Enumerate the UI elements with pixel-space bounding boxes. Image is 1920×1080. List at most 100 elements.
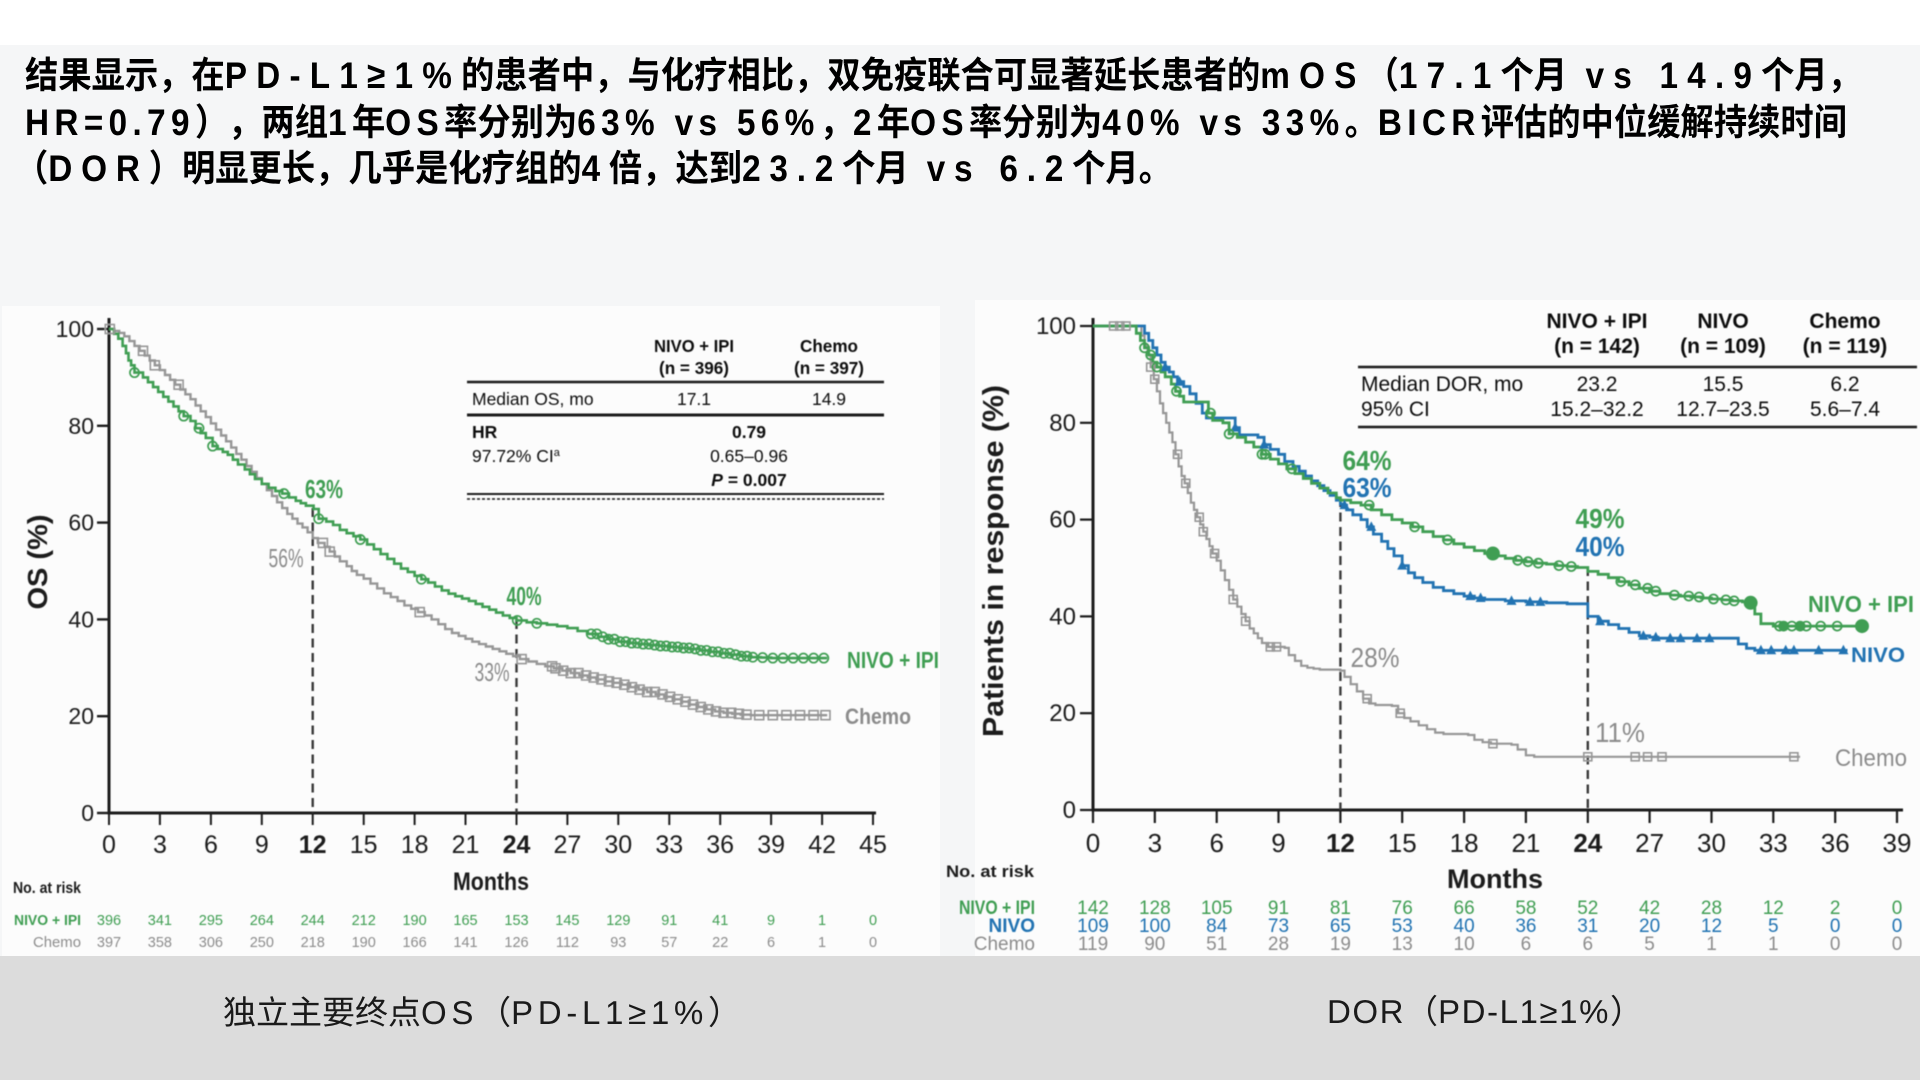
svg-text:12: 12: [1326, 828, 1355, 858]
svg-text:27: 27: [1635, 828, 1664, 858]
svg-text:58: 58: [1515, 898, 1536, 919]
svg-text:341: 341: [148, 913, 172, 929]
svg-text:91: 91: [661, 913, 677, 929]
svg-text:36: 36: [1821, 828, 1850, 858]
svg-text:20: 20: [68, 703, 94, 729]
svg-text:142: 142: [1077, 898, 1109, 919]
svg-text:42: 42: [1639, 898, 1660, 919]
svg-text:28: 28: [1701, 898, 1722, 919]
svg-text:15: 15: [350, 831, 378, 859]
svg-text:33%: 33%: [475, 657, 510, 687]
svg-text:40: 40: [1049, 603, 1076, 630]
svg-text:63%: 63%: [305, 474, 343, 504]
svg-text:Chemo: Chemo: [845, 704, 911, 729]
svg-text:NIVO: NIVO: [1697, 310, 1748, 333]
svg-text:93: 93: [610, 935, 626, 951]
svg-text:9: 9: [255, 831, 269, 859]
svg-text:Median OS, mo: Median OS, mo: [472, 389, 594, 409]
svg-text:10: 10: [1454, 934, 1475, 955]
svg-text:190: 190: [402, 913, 426, 929]
svg-text:12: 12: [1763, 898, 1784, 919]
svg-text:(n = 396): (n = 396): [659, 358, 729, 378]
svg-text:218: 218: [301, 935, 325, 951]
svg-text:No. at risk: No. at risk: [946, 862, 1035, 881]
svg-text:396: 396: [97, 913, 121, 929]
svg-text:64%: 64%: [1343, 445, 1392, 476]
svg-text:17.1: 17.1: [677, 389, 711, 409]
svg-text:81: 81: [1330, 898, 1351, 919]
svg-text:Months: Months: [1447, 864, 1543, 894]
svg-text:Chemo: Chemo: [974, 934, 1035, 955]
svg-text:(n = 109): (n = 109): [1680, 335, 1766, 358]
svg-text:0.65–0.96: 0.65–0.96: [710, 446, 788, 466]
svg-text:397: 397: [97, 935, 121, 951]
svg-text:57: 57: [661, 935, 677, 951]
svg-text:1: 1: [1706, 934, 1717, 955]
svg-text:295: 295: [199, 913, 223, 929]
svg-text:49%: 49%: [1576, 503, 1625, 534]
svg-text:NIVO + IPI: NIVO + IPI: [847, 647, 939, 673]
svg-text:Chemo: Chemo: [1835, 745, 1907, 772]
svg-text:2: 2: [1830, 898, 1841, 919]
svg-text:No. at risk: No. at risk: [13, 880, 81, 897]
svg-text:105: 105: [1201, 898, 1233, 919]
svg-text:0: 0: [1830, 916, 1841, 937]
svg-text:12: 12: [1701, 916, 1722, 937]
svg-text:166: 166: [402, 935, 426, 951]
svg-text:244: 244: [301, 913, 325, 929]
svg-text:119: 119: [1078, 934, 1108, 955]
svg-text:Chemo: Chemo: [33, 935, 81, 951]
svg-text:NIVO + IPI: NIVO + IPI: [654, 336, 734, 356]
svg-text:100: 100: [1036, 313, 1076, 340]
svg-text:0: 0: [1063, 797, 1076, 824]
svg-text:212: 212: [352, 913, 376, 929]
svg-text:40: 40: [1454, 916, 1475, 937]
svg-text:21: 21: [1511, 828, 1540, 858]
svg-text:65: 65: [1330, 916, 1351, 937]
svg-text:0: 0: [1892, 898, 1903, 919]
svg-text:NIVO + IPI: NIVO + IPI: [1547, 310, 1648, 333]
svg-text:P = 0.007: P = 0.007: [711, 470, 786, 490]
svg-text:52: 52: [1577, 898, 1598, 919]
svg-text:128: 128: [1139, 898, 1171, 919]
svg-text:0: 0: [869, 913, 877, 929]
svg-text:33: 33: [655, 831, 683, 859]
svg-text:12.7–23.5: 12.7–23.5: [1676, 398, 1769, 421]
svg-text:95% CI: 95% CI: [1361, 398, 1430, 421]
svg-text:20: 20: [1049, 700, 1076, 727]
svg-text:33: 33: [1759, 828, 1788, 858]
svg-text:0.79: 0.79: [732, 422, 766, 442]
svg-text:264: 264: [250, 913, 274, 929]
svg-text:NIVO + IPI: NIVO + IPI: [1808, 591, 1914, 617]
svg-text:76: 76: [1392, 898, 1413, 919]
svg-text:Median DOR, mo: Median DOR, mo: [1361, 373, 1523, 396]
svg-text:18: 18: [1450, 828, 1479, 858]
svg-text:60: 60: [68, 510, 94, 536]
svg-text:80: 80: [68, 413, 94, 439]
svg-text:42: 42: [808, 831, 836, 859]
svg-text:60: 60: [1049, 507, 1076, 534]
svg-text:(n = 142): (n = 142): [1554, 335, 1640, 358]
svg-text:22: 22: [712, 935, 728, 951]
svg-text:31: 31: [1577, 916, 1598, 937]
svg-text:0: 0: [81, 800, 94, 826]
svg-text:0: 0: [1830, 934, 1841, 955]
svg-text:190: 190: [352, 935, 376, 951]
svg-text:6: 6: [1521, 934, 1532, 955]
svg-text:0: 0: [1892, 916, 1903, 937]
svg-text:39: 39: [1883, 828, 1912, 858]
svg-text:23.2: 23.2: [1577, 373, 1618, 396]
svg-text:28%: 28%: [1351, 642, 1400, 673]
svg-text:NIVO + IPI: NIVO + IPI: [959, 898, 1035, 919]
svg-text:HR: HR: [472, 422, 498, 442]
svg-text:13: 13: [1392, 934, 1413, 955]
svg-text:30: 30: [604, 831, 632, 859]
svg-text:5: 5: [1768, 916, 1779, 937]
svg-text:(n = 397): (n = 397): [794, 358, 864, 378]
svg-text:5: 5: [1644, 934, 1655, 955]
svg-text:112: 112: [556, 935, 579, 951]
svg-text:0: 0: [1086, 828, 1100, 858]
svg-text:36: 36: [706, 831, 734, 859]
svg-text:90: 90: [1144, 934, 1165, 955]
svg-text:11%: 11%: [1595, 717, 1645, 748]
